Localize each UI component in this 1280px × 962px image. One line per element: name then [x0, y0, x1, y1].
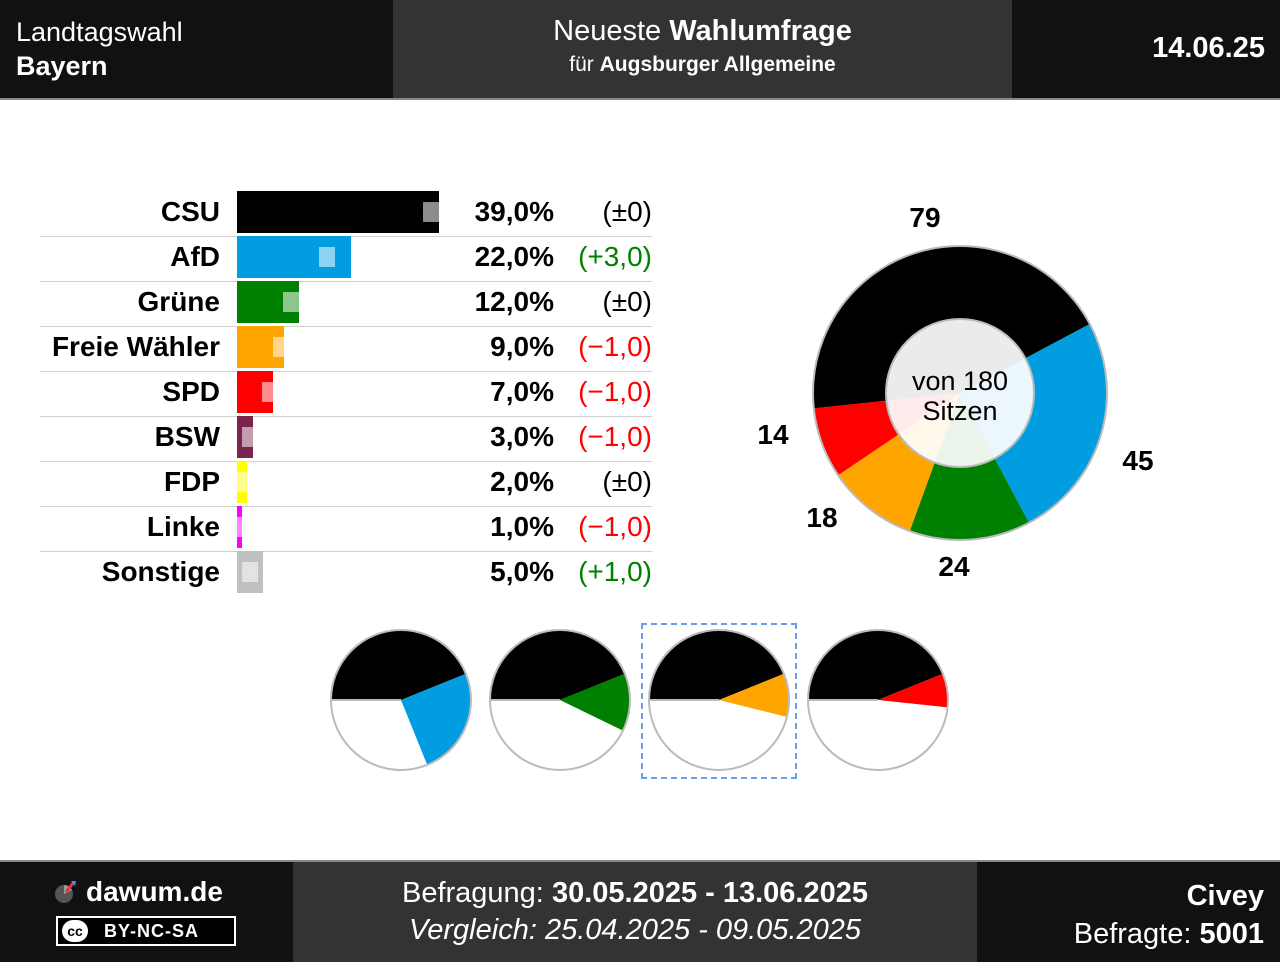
party-name: FDP: [164, 466, 220, 497]
party-name: BSW: [154, 421, 220, 452]
coalition-segment: [808, 630, 943, 700]
coalition-segment: [719, 673, 789, 717]
vote-percentage: 1,0%: [490, 511, 554, 542]
coalition-chart: [330, 629, 472, 771]
coalition-chart: [807, 629, 949, 771]
poll-date: 14.06.25: [1152, 32, 1265, 64]
client-name: Augsburger Allgemeine: [599, 53, 836, 76]
vote-change: (+1,0): [578, 556, 652, 587]
party-name: CSU: [160, 196, 220, 227]
coalition-outline: [489, 629, 631, 771]
party-name: Linke: [146, 511, 220, 542]
site-name: dawum.de: [86, 876, 223, 907]
party-name: Sonstige: [101, 556, 220, 587]
institute-info: Civey Befragte: 5001: [1074, 877, 1264, 953]
party-row: BSW 3,0% (−1,0): [40, 416, 652, 462]
vote-change: (−1,0): [578, 331, 652, 362]
previous-value-marker: [241, 562, 258, 582]
party-row: Freie Wähler 9,0% (−1,0): [40, 326, 652, 372]
site-logo[interactable]: dawum.de: [54, 876, 223, 908]
party-name: SPD: [162, 376, 220, 407]
vote-change: (−1,0): [578, 421, 652, 452]
seat-count-label: 24: [938, 551, 970, 582]
seat-total-label: von 180 Sitzen: [911, 366, 1009, 426]
party-row: Grüne 12,0% (±0): [40, 281, 652, 327]
seat-count-label: 18: [806, 502, 838, 533]
election-title: Landtagswahl Bayern: [16, 15, 183, 83]
cc-icon: cc: [62, 920, 88, 942]
survey-prefix: Befragung:: [401, 877, 544, 909]
party-row: SPD 7,0% (−1,0): [40, 371, 652, 417]
seat-distribution-donut: [812, 245, 1108, 541]
previous-value-marker: [237, 472, 253, 492]
coalition-chart: [648, 629, 790, 771]
vote-change: (±0): [602, 466, 652, 497]
coalition-segment: [878, 673, 948, 708]
party-row: CSU 39,0% (±0): [40, 191, 652, 237]
license-badge[interactable]: cc BY-NC-SA: [56, 916, 236, 946]
coalition-segment: [490, 630, 625, 700]
seat-count-label: 45: [1122, 445, 1154, 476]
party-row: Sonstige 5,0% (+1,0): [40, 551, 652, 596]
coalition-segment: [649, 630, 784, 700]
coalition-outline: [807, 629, 949, 771]
party-name: Freie Wähler: [51, 331, 220, 362]
party-name: AfD: [170, 241, 220, 272]
vote-change: (+3,0): [578, 241, 652, 272]
footer-branding: dawum.de cc BY-NC-SA: [0, 862, 293, 962]
party-row: FDP 2,0% (±0): [40, 461, 652, 507]
coalition-chart: [489, 629, 631, 771]
previous-value-marker: [237, 517, 253, 537]
party-name: Grüne: [137, 286, 220, 317]
vote-change: (−1,0): [578, 511, 652, 542]
coalition-highlight-box: [641, 623, 797, 779]
vote-percentage: 9,0%: [490, 331, 554, 362]
client-prefix: für: [569, 53, 594, 76]
vote-change: (±0): [602, 196, 652, 227]
respondents-count: 5001: [1199, 918, 1264, 950]
institute-name: Civey: [1186, 880, 1264, 912]
coalition-segment: [331, 630, 466, 700]
coalition-outline: [330, 629, 472, 771]
previous-value-marker: [262, 382, 279, 402]
vote-percentage: 2,0%: [490, 466, 554, 497]
coalition-outline: [648, 629, 790, 771]
coalition-segment: [560, 673, 630, 731]
donut-outline: [812, 245, 1108, 541]
poll-heading: Neueste Wahlumfrage für Augsburger Allge…: [393, 0, 1012, 98]
vote-percentage: 5,0%: [490, 556, 554, 587]
vote-percentage: 12,0%: [474, 286, 554, 317]
vote-percentage: 39,0%: [474, 196, 554, 227]
election-region: Bayern: [16, 51, 108, 81]
license-text: BY-NC-SA: [104, 921, 200, 941]
election-type: Landtagswahl: [16, 17, 183, 47]
vote-percentage: 22,0%: [474, 241, 554, 272]
poll-heading-prefix: Neueste: [553, 15, 662, 47]
header-bar: Landtagswahl Bayern Neueste Wahlumfrage …: [0, 0, 1280, 100]
vote-bar: [237, 191, 440, 233]
poll-heading-bold: Wahlumfrage: [669, 15, 852, 47]
seat-count-label: 14: [757, 419, 789, 450]
party-row: AfD 22,0% (+3,0): [40, 236, 652, 282]
previous-value-marker: [319, 247, 336, 267]
survey-period: Befragung: 30.05.2025 - 13.06.2025 Vergl…: [293, 862, 977, 962]
previous-value-marker: [283, 292, 300, 312]
vote-percentage: 7,0%: [490, 376, 554, 407]
previous-value-marker: [272, 337, 289, 357]
vote-change: (±0): [602, 286, 652, 317]
vote-percentage: 3,0%: [490, 421, 554, 452]
dawum-logo-icon: [55, 881, 76, 903]
previous-value-marker: [423, 202, 440, 222]
party-row: Linke 1,0% (−1,0): [40, 506, 652, 552]
previous-value-marker: [241, 427, 258, 447]
seat-count-label: 79: [909, 202, 941, 233]
footer-bar: dawum.de cc BY-NC-SA Befragung: 30.05.20…: [0, 860, 1280, 962]
donut-center: [885, 318, 1035, 468]
vote-change: (−1,0): [578, 376, 652, 407]
compare-range: Vergleich: 25.04.2025 - 09.05.2025: [409, 914, 861, 946]
coalition-segment: [401, 673, 471, 765]
respondents-prefix: Befragte:: [1073, 918, 1192, 950]
survey-range: 30.05.2025 - 13.06.2025: [551, 877, 868, 909]
